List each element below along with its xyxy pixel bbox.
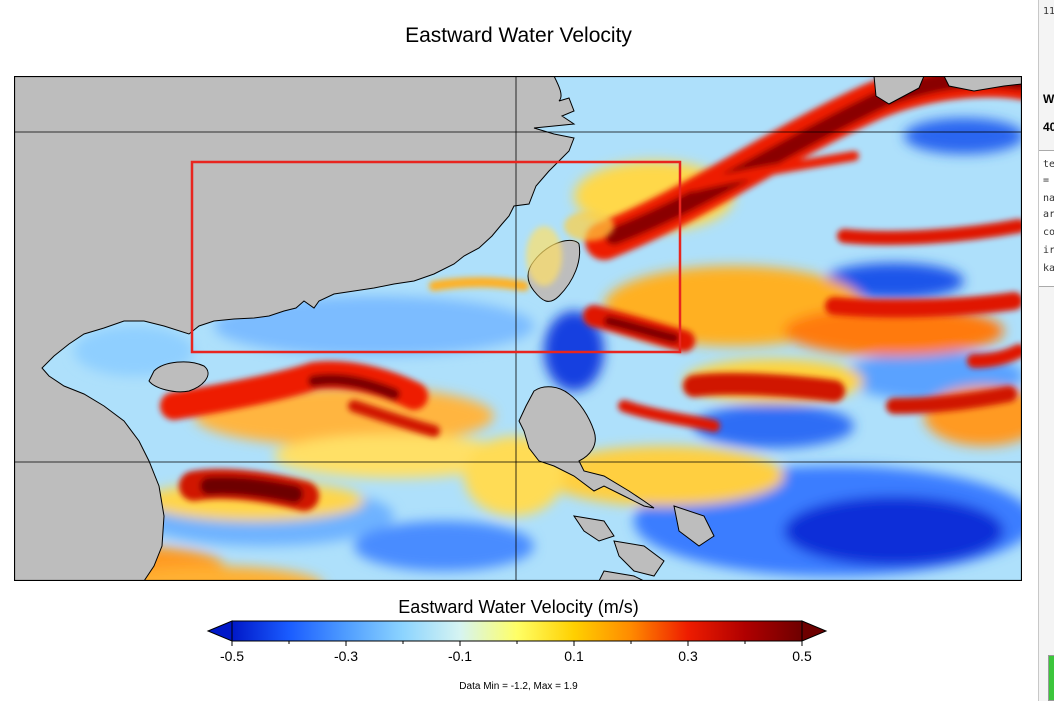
colorbar-low-arrow — [206, 620, 233, 642]
panel-text-line: na — [1043, 193, 1054, 204]
colorbar-high-arrow — [801, 620, 828, 642]
panel-text-line: te — [1043, 159, 1054, 170]
map-canvas — [14, 76, 1022, 581]
velocity-map[interactable] — [14, 76, 1022, 581]
colorbar-tick-label: 0.5 — [792, 648, 812, 664]
panel-green-indicator — [1048, 655, 1054, 701]
panel-code-box: te = na ar co ir ka — [1039, 150, 1054, 287]
region-of-interest-box[interactable] — [190, 160, 682, 354]
panel-text-line: ka — [1043, 263, 1054, 274]
panel-text-line: ir — [1043, 245, 1054, 256]
panel-text-line: co — [1043, 227, 1054, 238]
colorbar: -0.5 -0.3 -0.1 0.1 0.3 0.5 — [206, 620, 828, 664]
colorbar-tick-label: -0.1 — [448, 648, 472, 664]
map-graticule — [14, 76, 1022, 581]
data-range-note: Data Min = -1.2, Max = 1.9 — [459, 681, 578, 692]
panel-text-line: 11 — [1043, 6, 1054, 17]
colorbar-tick-label: 0.1 — [564, 648, 584, 664]
panel-text-line: W — [1043, 92, 1054, 106]
panel-text-line: = — [1043, 175, 1050, 186]
colorbar-ticks: -0.5 -0.3 -0.1 0.1 0.3 0.5 — [220, 641, 812, 664]
panel-text-line: ar — [1043, 209, 1054, 220]
coastal-shelf — [526, 211, 614, 286]
colorbar-ramp — [231, 620, 803, 642]
colorbar-tick-label: -0.3 — [334, 648, 358, 664]
colorbar-tick-label: -0.5 — [220, 648, 244, 664]
colorbar-title: Eastward Water Velocity (m/s) — [398, 597, 639, 617]
panel-text-line: 40 — [1043, 120, 1054, 134]
colorbar-tick-label: 0.3 — [678, 648, 698, 664]
side-panel-edge[interactable]: 11 W 40 te = na ar co ir ka — [1038, 0, 1054, 701]
map-border — [14, 76, 1022, 581]
plot-title: Eastward Water Velocity — [405, 24, 632, 47]
